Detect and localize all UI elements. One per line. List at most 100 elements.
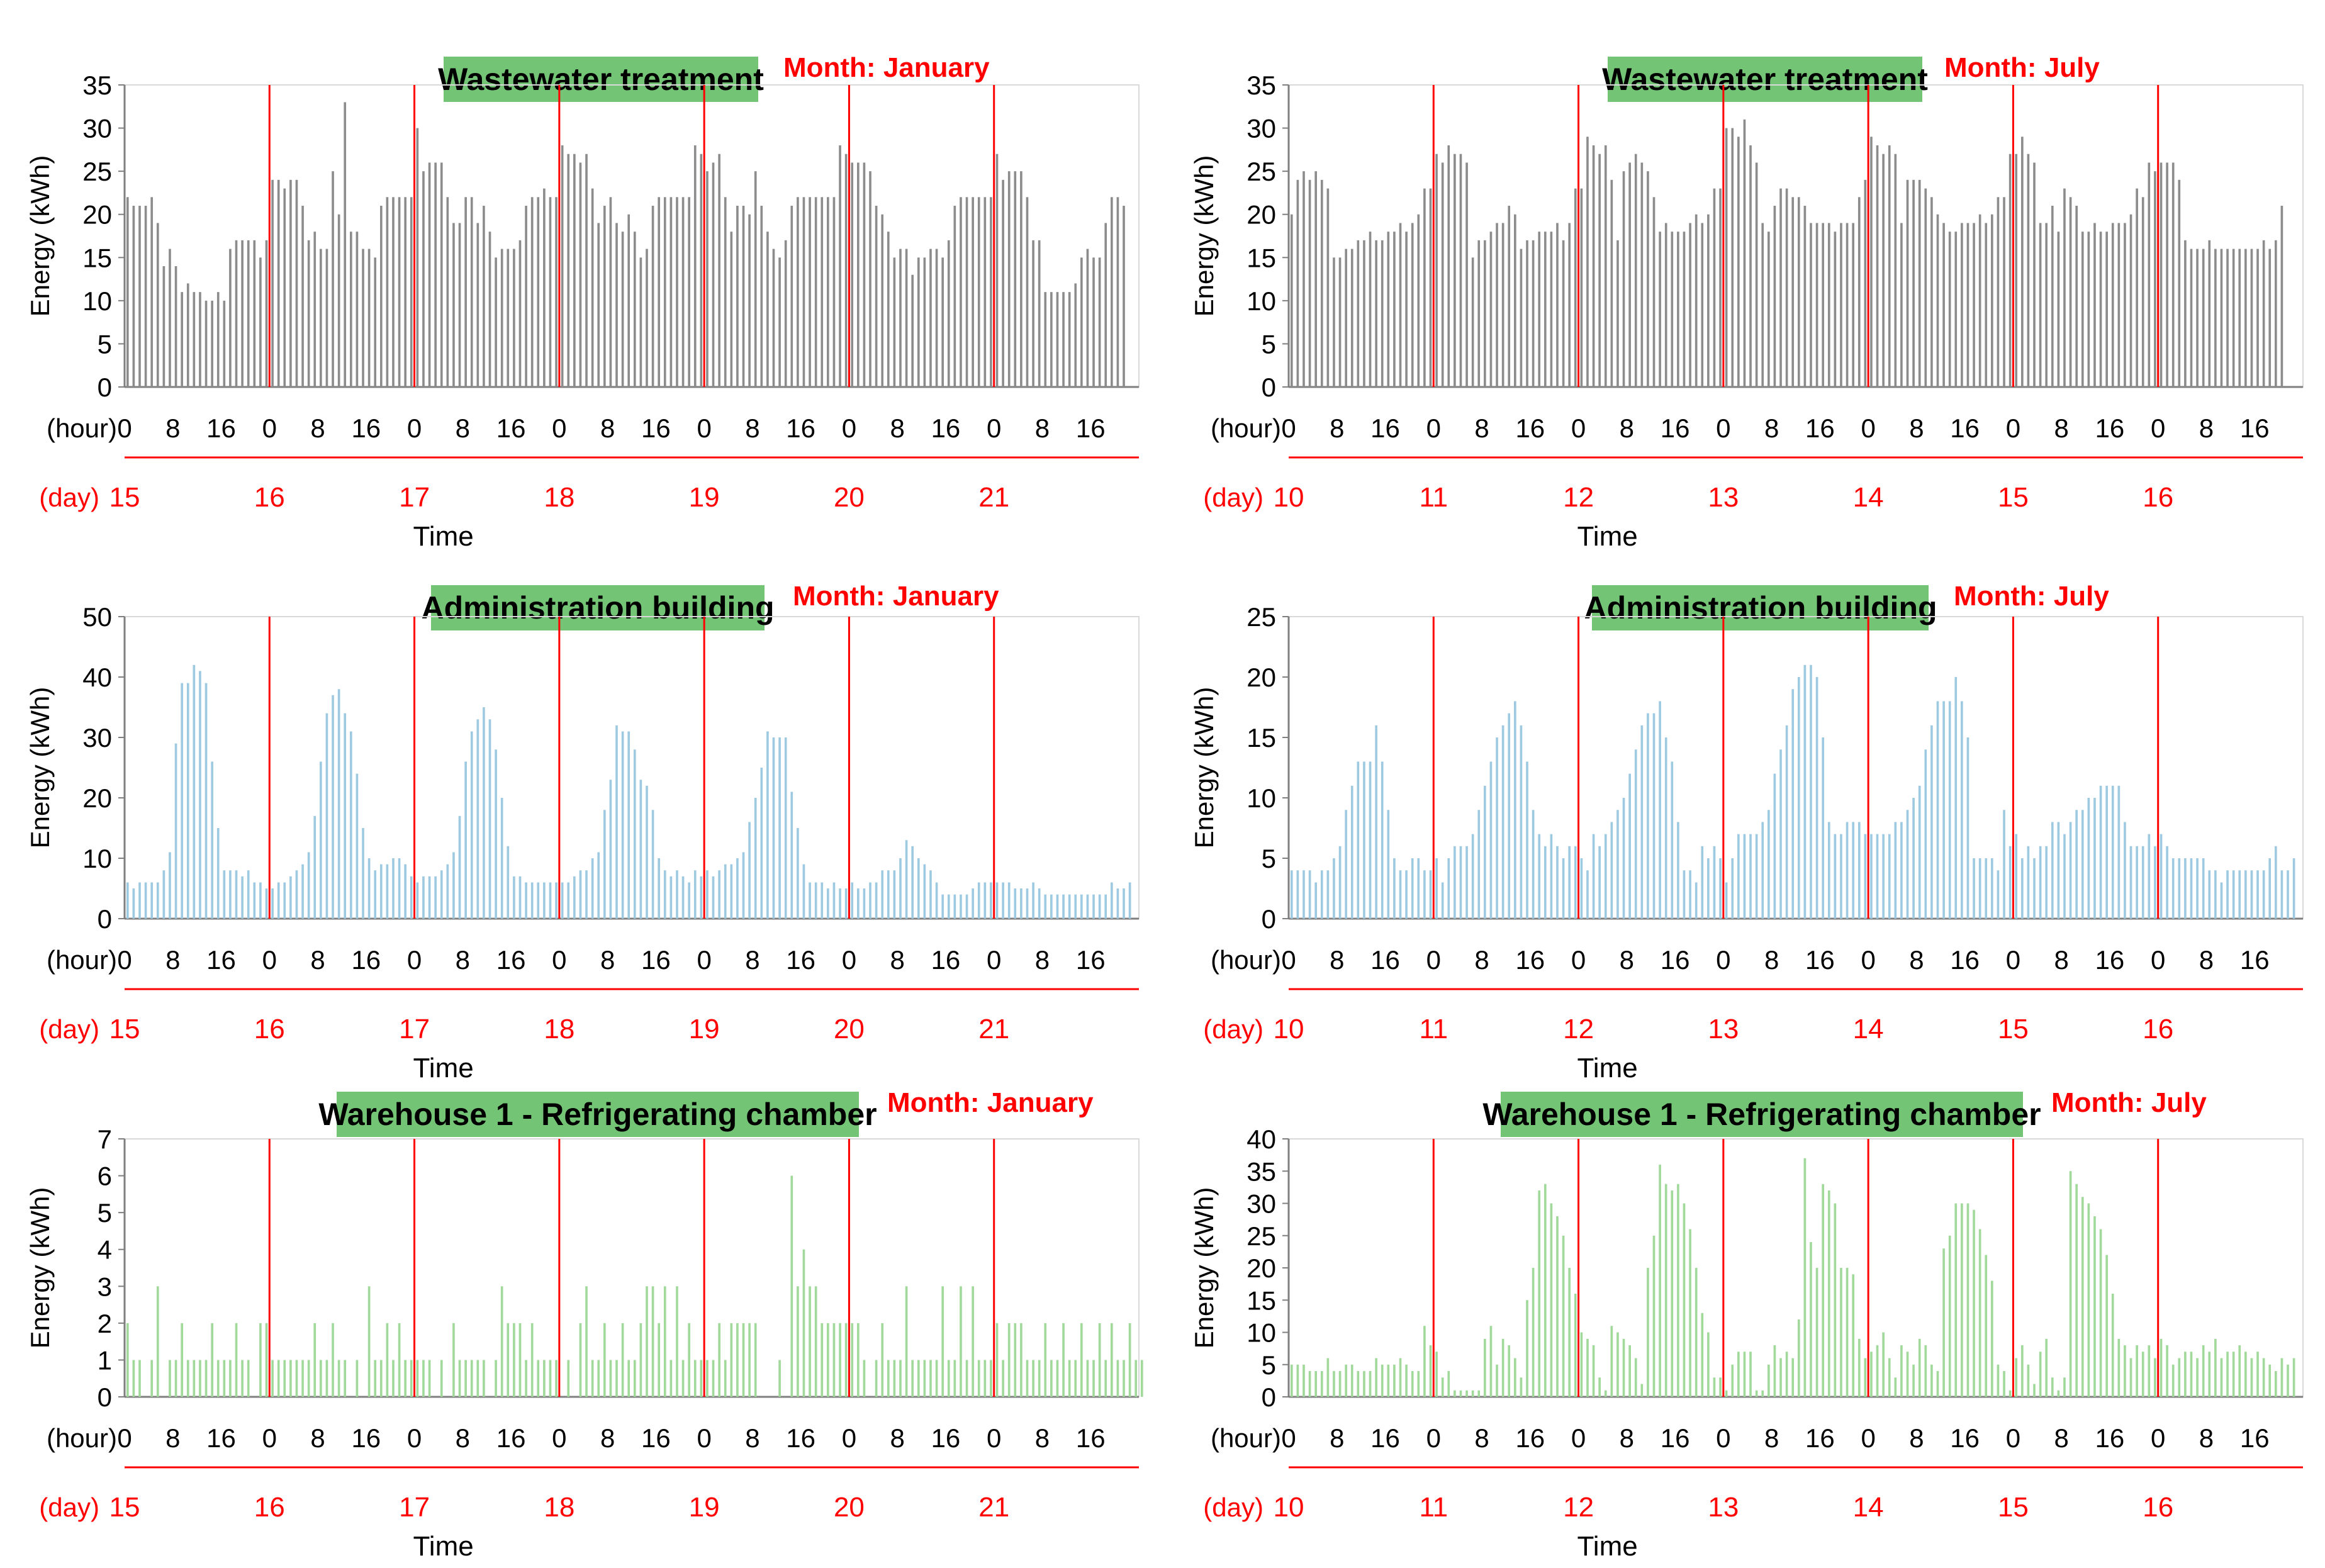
bar [706, 171, 709, 387]
day-tick-label: 13 [1708, 1492, 1739, 1523]
bar [277, 882, 280, 919]
bar [1296, 1364, 1299, 1397]
bar [320, 761, 322, 919]
bar [1393, 232, 1396, 387]
bar [1038, 240, 1041, 387]
bar [899, 1360, 902, 1397]
bar [1423, 1326, 1426, 1397]
bar [676, 197, 678, 387]
chart-svg: Wastewater treatment Month: January 0 5 10 15… [25, 52, 1140, 552]
day-tick-label: 15 [109, 1014, 140, 1044]
bar [500, 798, 503, 919]
bar [1123, 888, 1125, 919]
bar [1695, 1268, 1698, 1397]
bar [1405, 870, 1408, 919]
bar [972, 197, 974, 387]
bar [464, 197, 467, 387]
bar [307, 852, 310, 919]
hour-row-label: (hour) [1211, 945, 1281, 975]
bar [1628, 162, 1631, 387]
bar [899, 249, 902, 387]
bar [1779, 188, 1782, 387]
bar [1508, 1345, 1511, 1397]
bar [235, 1323, 238, 1397]
bar [555, 197, 557, 387]
bar [2003, 1371, 2005, 1397]
bar [875, 882, 878, 919]
bar [2262, 1358, 2265, 1397]
bar [2003, 810, 2005, 919]
bar [265, 888, 268, 919]
bar [2232, 870, 2235, 919]
bar [881, 214, 884, 387]
day-tick-label: 12 [1563, 1014, 1594, 1044]
bar [893, 257, 896, 387]
bar [1924, 1345, 1927, 1397]
hour-tick-label: 0 [117, 945, 132, 975]
bar [211, 300, 213, 387]
bar [663, 1286, 666, 1397]
hour-tick-label: 0 [842, 945, 856, 975]
bar [1357, 1371, 1360, 1397]
hour-tick-label: 0 [552, 413, 566, 443]
bar [766, 731, 769, 919]
hour-tick-label: 0 [1571, 945, 1586, 975]
bar [174, 1360, 177, 1397]
bar [518, 1323, 522, 1397]
hour-tick-label: 8 [890, 413, 905, 443]
bar [1785, 725, 1788, 919]
bar [410, 197, 413, 387]
hour-tick-label: 0 [842, 1423, 856, 1453]
bar [700, 876, 703, 919]
bar [2166, 162, 2168, 387]
bar [1128, 1323, 1131, 1397]
bar [1912, 798, 1915, 919]
hour-tick-label: 16 [351, 413, 381, 443]
bar [1508, 206, 1511, 387]
bar [2287, 870, 2289, 919]
y-tick-label: 25 [1247, 602, 1276, 632]
bar [392, 197, 395, 387]
day-tick-label: 16 [2143, 1014, 2173, 1044]
bar [1852, 822, 1854, 919]
bar [1628, 773, 1631, 919]
bar [1454, 1390, 1456, 1397]
chart-panel-6: Warehouse 1 - Refrigerating chamber Month… [1164, 1073, 2325, 1562]
bar [1586, 137, 1589, 388]
bar [132, 1360, 135, 1397]
bar [784, 240, 787, 387]
hour-tick-label: 8 [1620, 1423, 1634, 1453]
bar [1290, 1364, 1293, 1397]
hour-tick-label: 16 [496, 1423, 526, 1453]
bar [1520, 1377, 1523, 1397]
bar [1985, 1255, 1988, 1397]
bar [730, 1323, 733, 1397]
bar [1834, 232, 1837, 387]
bar [639, 1323, 642, 1397]
bar [977, 1360, 980, 1397]
bar [2021, 137, 2024, 388]
bar [1773, 206, 1776, 387]
bar [1556, 1216, 1559, 1397]
bar [313, 1323, 317, 1397]
bar [1381, 761, 1384, 919]
bar [797, 1286, 799, 1397]
bar [2208, 1352, 2211, 1397]
bar [2129, 1358, 2132, 1397]
bar [525, 1360, 527, 1397]
bar [416, 128, 419, 387]
bar [923, 1360, 926, 1397]
bar [1622, 1338, 1625, 1397]
bar [754, 798, 757, 919]
bar [1978, 1229, 1981, 1397]
bar [2196, 1358, 2199, 1397]
bar [1447, 1371, 1450, 1397]
bar [259, 257, 262, 387]
bar [1900, 1345, 1903, 1397]
bar [543, 1360, 546, 1397]
bar [1936, 1371, 1939, 1397]
bar [1664, 737, 1667, 919]
bar [700, 1360, 703, 1397]
bar [1514, 1358, 1516, 1397]
bar [591, 1360, 594, 1397]
